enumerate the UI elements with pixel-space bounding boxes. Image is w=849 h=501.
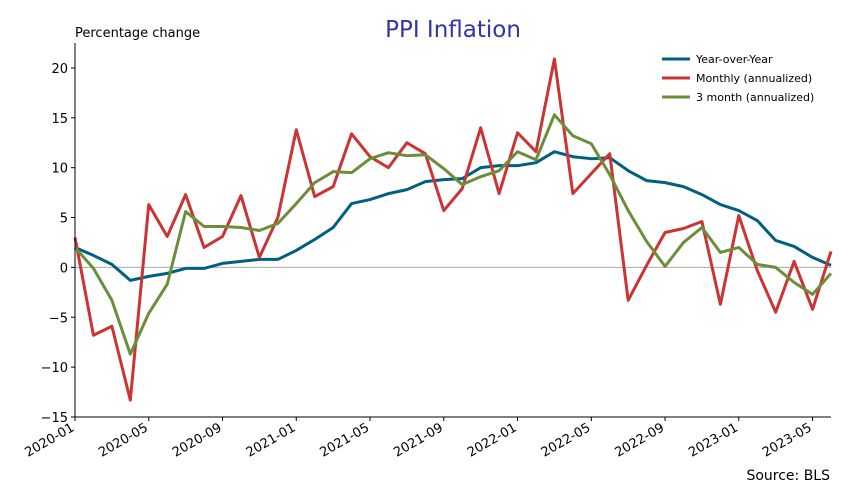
x-tick-label: 2020-01 bbox=[22, 420, 77, 460]
x-axis-ticks: 2020-01 2020-05 2020-09 2021-01 2021-05 2021-… bbox=[22, 417, 815, 461]
x-tick-label: 2021-01 bbox=[244, 420, 299, 460]
chart-title: PPI Inflation bbox=[385, 17, 521, 43]
y-tick-label: −15 bbox=[41, 411, 68, 426]
series-layer bbox=[73, 57, 833, 402]
series-line-1 bbox=[74, 150, 832, 282]
x-tick-label: 2022-01 bbox=[465, 420, 520, 460]
x-tick-label: 2020-09 bbox=[170, 420, 225, 460]
x-tick-label: 2023-01 bbox=[686, 420, 741, 460]
x-tick-label: 2021-05 bbox=[317, 420, 372, 460]
legend: Year-over-Year Monthly (annualized) 3 mont… bbox=[662, 53, 814, 104]
x-tick-label: 2021-09 bbox=[391, 420, 446, 460]
series-line-2 bbox=[73, 57, 833, 402]
y-tick-label: 10 bbox=[51, 162, 68, 177]
legend-label: Year-over-Year bbox=[695, 53, 773, 66]
y-tick-label: 20 bbox=[51, 62, 68, 77]
y-tick-label: −5 bbox=[49, 311, 68, 326]
x-tick-label: 2022-09 bbox=[612, 420, 667, 460]
source-note: Source: BLS bbox=[746, 468, 830, 484]
y-axis-ticks: −15 −10 −5 0 5 10 15 20 bbox=[41, 62, 75, 426]
x-tick-label: 2023-05 bbox=[760, 420, 815, 460]
y-tick-label: 0 bbox=[60, 261, 68, 276]
legend-label: 3 month (annualized) bbox=[696, 91, 814, 104]
legend-label: Monthly (annualized) bbox=[696, 72, 812, 85]
y-tick-label: 15 bbox=[51, 112, 68, 127]
y-tick-label: −10 bbox=[41, 361, 68, 376]
x-tick-label: 2022-05 bbox=[539, 420, 594, 460]
series-line-3 bbox=[73, 113, 833, 356]
y-axis-label: Percentage change bbox=[75, 26, 200, 41]
x-tick-label: 2020-05 bbox=[96, 420, 151, 460]
y-tick-label: 5 bbox=[60, 212, 68, 227]
